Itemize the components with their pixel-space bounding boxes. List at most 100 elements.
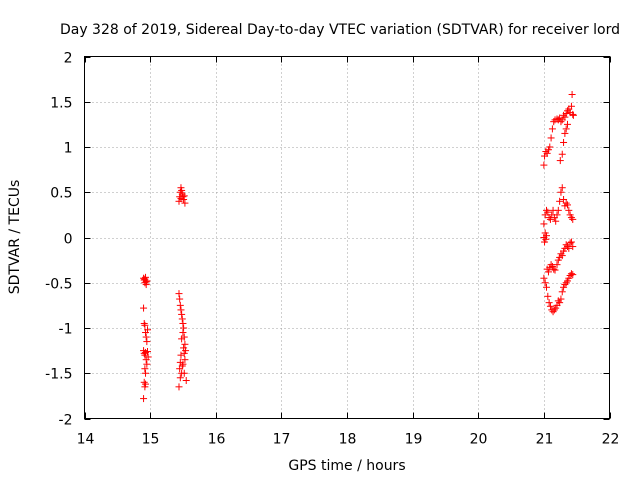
x-tick-label: 20: [470, 432, 488, 448]
data-point: [566, 239, 574, 247]
data-point: [140, 378, 148, 386]
y-tick-label: -0.5: [45, 277, 72, 293]
y-tick-label: -1: [59, 322, 73, 338]
data-point: [567, 102, 575, 110]
axis-ticks: [84, 56, 611, 420]
data-point: [558, 150, 566, 158]
data-point: [182, 376, 190, 384]
data-point: [141, 321, 149, 329]
data-point: [179, 319, 187, 327]
data-point: [561, 281, 569, 289]
data-point: [557, 295, 565, 303]
data-point: [175, 290, 183, 298]
data-point: [561, 113, 569, 121]
chart-title: Day 328 of 2019, Sidereal Day-to-day VTE…: [60, 22, 620, 38]
data-point: [552, 217, 560, 225]
data-point: [144, 326, 151, 334]
data-point: [568, 91, 576, 99]
data-point: [543, 283, 550, 291]
data-point: [176, 301, 184, 309]
y-axis-label: SDTVAR / TECUs: [7, 180, 23, 295]
data-point: [561, 129, 569, 137]
data-point: [547, 134, 555, 142]
data-point: [553, 211, 561, 219]
data-point: [567, 270, 575, 278]
data-point: [569, 111, 577, 119]
y-tick-label: 1: [64, 141, 73, 157]
data-point: [142, 369, 150, 377]
data-point: [562, 125, 570, 133]
data-point: [551, 266, 559, 274]
data-point: [548, 125, 556, 133]
data-point: [182, 347, 190, 355]
data-point: [562, 279, 570, 287]
data-point: [179, 360, 187, 368]
data-point: [140, 349, 148, 357]
data-point: [180, 324, 188, 332]
data-point: [567, 214, 575, 222]
data-point: [569, 271, 577, 279]
data-point: [179, 329, 187, 337]
plot-frame: [84, 56, 610, 419]
x-tick-label: 14: [77, 432, 95, 448]
data-points: [140, 91, 577, 403]
y-tick-label: 1.5: [50, 96, 72, 112]
data-point: [543, 149, 551, 157]
data-point: [544, 292, 552, 300]
data-point: [181, 199, 189, 207]
data-point: [177, 351, 185, 359]
data-point: [144, 348, 151, 356]
data-point: [562, 241, 570, 249]
x-tick-label: 18: [339, 432, 357, 448]
data-point: [178, 310, 186, 318]
data-point: [565, 206, 573, 214]
data-point: [143, 338, 151, 346]
data-point: [550, 265, 558, 273]
data-point: [541, 279, 549, 287]
data-point: [556, 197, 564, 205]
data-point: [550, 306, 558, 314]
data-point: [176, 295, 184, 303]
data-point: [553, 261, 561, 269]
data-point: [144, 353, 152, 361]
data-point: [140, 304, 148, 312]
data-point: [177, 306, 185, 314]
data-point: [556, 157, 564, 165]
data-point: [564, 201, 571, 209]
data-point: [562, 199, 570, 207]
data-point: [567, 238, 575, 246]
data-point: [176, 365, 184, 373]
data-point: [141, 365, 149, 373]
data-point: [142, 333, 150, 341]
data-point: [142, 380, 150, 388]
y-tick-label: 2: [64, 51, 73, 67]
data-point: [558, 252, 566, 260]
data-point: [569, 215, 577, 223]
data-point: [545, 299, 553, 307]
data-point: [181, 340, 189, 348]
data-point: [558, 288, 566, 296]
data-point: [542, 235, 550, 243]
data-point: [547, 261, 555, 269]
data-point: [178, 186, 186, 194]
data-point: [557, 188, 565, 196]
y-tick-label: -1.5: [45, 367, 72, 383]
data-point: [140, 395, 148, 403]
data-point: [543, 206, 550, 214]
x-tick-label: 22: [602, 432, 620, 448]
x-tick-labels: 14 15 16 17 18 19 20 21 22: [77, 432, 620, 448]
data-point: [546, 302, 554, 310]
data-point: [540, 274, 548, 282]
data-point: [180, 369, 188, 377]
data-point: [142, 273, 150, 281]
y-tick-label: 0.5: [50, 186, 72, 202]
x-tick-label: 17: [273, 432, 291, 448]
data-point: [143, 360, 151, 368]
data-point: [178, 335, 186, 343]
x-tick-label: 19: [405, 432, 423, 448]
data-point: [546, 215, 554, 223]
data-point: [540, 161, 548, 169]
x-tick-label: 21: [536, 432, 554, 448]
data-point: [556, 299, 564, 307]
data-point: [181, 356, 189, 364]
